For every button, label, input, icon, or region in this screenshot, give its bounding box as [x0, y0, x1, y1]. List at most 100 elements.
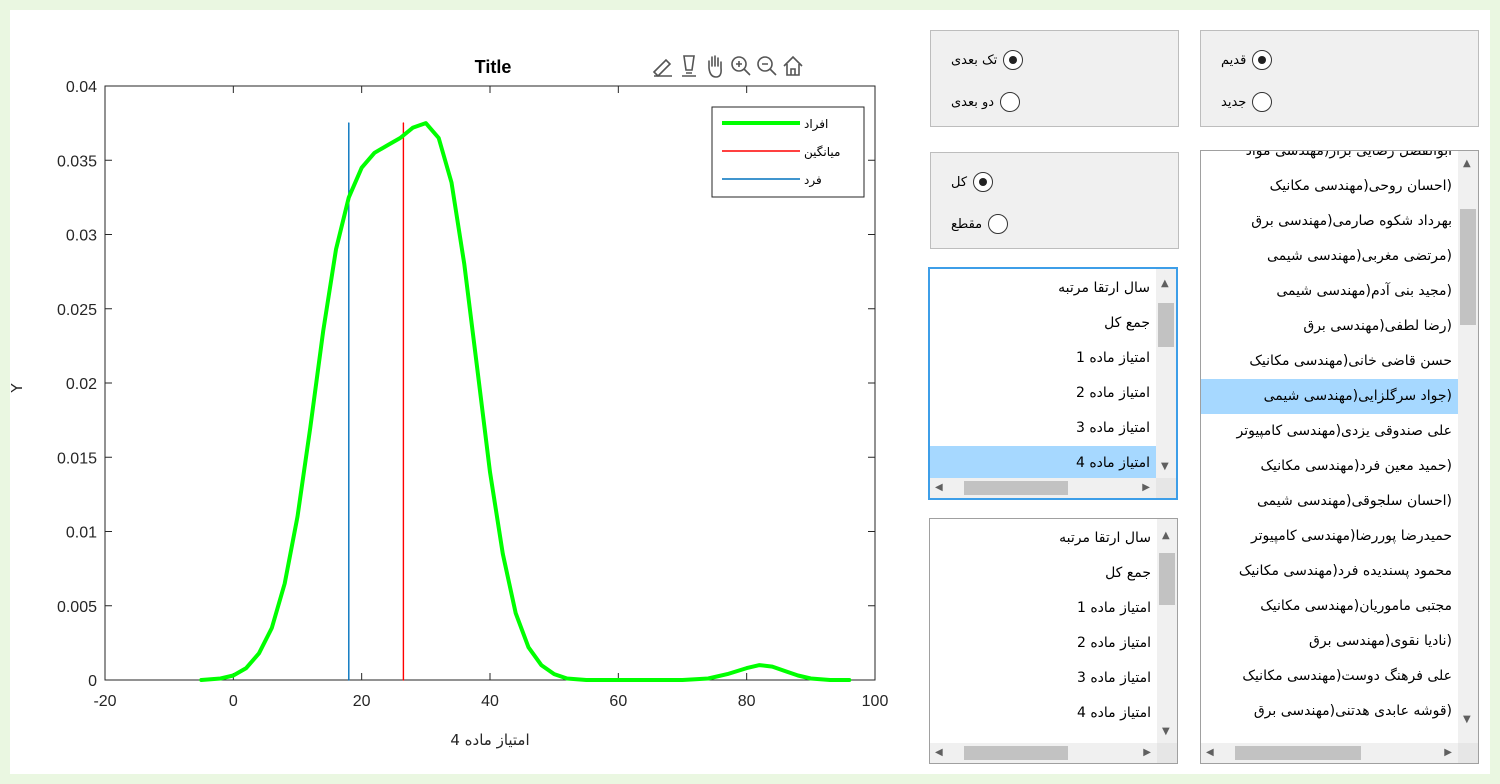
x-tick-label: 20 — [353, 693, 371, 710]
scroll-left-icon[interactable]: ◀ — [1206, 747, 1214, 758]
list-item[interactable]: امتیاز ماده 2 — [1075, 385, 1150, 401]
horizontal-scrollbar[interactable]: ◀ ▶ — [1201, 743, 1458, 763]
zoom-in-icon[interactable] — [728, 52, 754, 80]
scroll-thumb[interactable] — [964, 481, 1068, 495]
scroll-down-icon[interactable]: ▼ — [1162, 726, 1170, 737]
home-icon[interactable] — [780, 52, 806, 80]
radio-label: کل — [951, 174, 968, 190]
list-item[interactable]: (رضا لطفی(مهندسی برق — [1303, 318, 1452, 334]
list-item[interactable]: امتیاز ماده 1 — [1075, 350, 1150, 366]
radio-label: مقطع — [951, 216, 983, 232]
radio-two-dimensional[interactable]: دو بعدی — [951, 89, 1021, 115]
list-item[interactable]: امتیاز ماده 2 — [1076, 635, 1151, 651]
list-item[interactable]: جمع کل — [1104, 315, 1150, 331]
radio-total[interactable]: کل — [951, 169, 994, 195]
scroll-up-icon[interactable]: ▲ — [1161, 278, 1169, 289]
list-item[interactable]: سال ارتقا مرتبه — [1058, 280, 1150, 296]
x-tick-label: -20 — [93, 693, 116, 710]
era-panel: قدیم جدید — [1200, 30, 1479, 127]
plot-title: Title — [475, 57, 512, 77]
scroll-left-icon[interactable]: ◀ — [935, 747, 943, 758]
list-item[interactable]: (جواد سرگلزایی(مهندسی شیمی — [1201, 379, 1458, 414]
list-item[interactable]: علی صندوقی یزدی(مهندسی کامپیوتر — [1236, 423, 1452, 439]
scroll-up-icon[interactable]: ▲ — [1162, 530, 1170, 541]
radio-one-dimensional[interactable]: تک بعدی — [951, 47, 1024, 73]
list-item[interactable]: حمیدرضا پوررضا(مهندسی کامپیوتر — [1250, 528, 1452, 544]
scroll-thumb[interactable] — [964, 746, 1068, 760]
scroll-right-icon[interactable]: ▶ — [1142, 482, 1150, 493]
metrics-listbox-2[interactable]: سال ارتقا مرتبه جمع کل امتیاز ماده 1 امتیاز… — [929, 518, 1178, 764]
list-item[interactable]: علی فرهنگ دوست(مهندسی مکانیک — [1242, 668, 1452, 684]
horizontal-scrollbar[interactable]: ◀ ▶ — [930, 478, 1156, 498]
list-item[interactable]: (احسان روحی(مهندسی مکانیک — [1269, 178, 1452, 194]
list-item[interactable]: امتیاز ماده 4 — [930, 446, 1156, 478]
radio-old[interactable]: قدیم — [1221, 47, 1273, 73]
radio-new[interactable]: جدید — [1221, 89, 1273, 115]
brush-icon[interactable] — [650, 52, 676, 80]
radio-button[interactable] — [1252, 50, 1273, 70]
radio-label: دو بعدی — [951, 94, 995, 110]
pan-icon[interactable] — [702, 52, 728, 80]
radio-label: تک بعدی — [951, 52, 998, 68]
vertical-scrollbar[interactable]: ▲ ▼ — [1156, 269, 1176, 478]
scroll-up-icon[interactable]: ▲ — [1463, 158, 1471, 169]
list-item[interactable]: (مرتضی مغربی(مهندسی شیمی — [1267, 248, 1452, 264]
list-item[interactable]: (مجید بنی آدم(مهندسی شیمی — [1276, 283, 1452, 299]
metrics-listbox-1[interactable]: سال ارتقا مرتبه جمع کل امتیاز ماده 1 امتیاز… — [928, 267, 1178, 500]
data-cursor-icon[interactable] — [676, 52, 702, 80]
listbox-items: سال ارتقا مرتبه جمع کل امتیاز ماده 1 امتیاز… — [930, 271, 1156, 478]
scroll-left-icon[interactable]: ◀ — [935, 482, 943, 493]
y-tick-label: 0.02 — [66, 376, 97, 393]
scroll-right-icon[interactable]: ▶ — [1143, 747, 1151, 758]
list-item[interactable]: امتیاز ماده 4 — [1076, 705, 1151, 721]
y-tick-label: 0.025 — [57, 302, 97, 319]
scroll-down-icon[interactable]: ▼ — [1161, 461, 1169, 472]
x-tick-label: 40 — [481, 693, 499, 710]
dimension-panel: تک بعدی دو بعدی — [930, 30, 1179, 127]
scroll-down-icon[interactable]: ▼ — [1463, 714, 1471, 725]
axis-ticks: -20 0 20 40 60 80 100 0 0.005 0.01 0.015 0.02 0.025 0… — [57, 79, 888, 710]
list-item[interactable]: (نادیا نقوی(مهندسی برق — [1309, 633, 1452, 649]
legend-box — [711, 106, 865, 198]
list-item[interactable]: بهرداد شکوه صارمی(مهندسی برق — [1251, 213, 1452, 229]
horizontal-scrollbar[interactable]: ◀ ▶ — [930, 743, 1157, 763]
x-tick-label: 100 — [862, 693, 889, 710]
y-tick-label: 0.005 — [57, 599, 97, 616]
radio-button[interactable] — [973, 172, 994, 192]
list-item[interactable]: سال ارتقا مرتبه — [1059, 530, 1151, 546]
radio-button[interactable] — [1252, 92, 1273, 112]
list-item[interactable]: (قوشه عابدی هدتنی(مهندسی برق — [1253, 703, 1452, 719]
list-item[interactable]: امتیاز ماده 3 — [1075, 420, 1150, 436]
scroll-thumb[interactable] — [1460, 209, 1476, 325]
x-axis-label: امتیاز ماده 4 — [450, 731, 529, 749]
scroll-corner — [1156, 478, 1176, 498]
scroll-right-icon[interactable]: ▶ — [1444, 747, 1452, 758]
list-item[interactable]: محمود پسندیده فرد(مهندسی مکانیک — [1238, 563, 1452, 579]
list-item[interactable]: ابوالفضل رضایی بزاز(مهندسی مواد — [1245, 150, 1452, 159]
radio-button[interactable] — [1000, 92, 1021, 112]
scroll-thumb[interactable] — [1235, 746, 1361, 760]
radio-button[interactable] — [988, 214, 1009, 234]
radio-button[interactable] — [1003, 50, 1024, 70]
list-item[interactable]: (حمید معین فرد(مهندسی مکانیک — [1260, 458, 1452, 474]
people-listbox[interactable]: ابوالفضل رضایی بزاز(مهندسی مواد (احسان رو… — [1200, 150, 1479, 764]
list-item[interactable]: مجتبی ماموریان(مهندسی مکانیک — [1260, 598, 1452, 614]
legend-label: افراد — [804, 117, 828, 132]
list-item[interactable]: (احسان سلجوقی(مهندسی شیمی — [1256, 493, 1452, 509]
list-item[interactable]: حسن قاضی خانی(مهندسی مکانیک — [1249, 353, 1452, 369]
y-tick-label: 0.01 — [66, 525, 97, 542]
list-item[interactable]: امتیاز ماده 3 — [1076, 670, 1151, 686]
vertical-scrollbar[interactable]: ▲ ▼ — [1157, 519, 1177, 743]
plot-legend[interactable]: افراد میانگین فرد — [711, 106, 865, 198]
zoom-out-icon[interactable] — [754, 52, 780, 80]
y-tick-label: 0.04 — [66, 79, 97, 96]
list-item[interactable]: امتیاز ماده 1 — [1076, 600, 1151, 616]
radio-segment[interactable]: مقطع — [951, 211, 1009, 237]
list-item[interactable]: جمع کل — [1105, 565, 1151, 581]
series-line-0 — [199, 121, 852, 682]
scroll-corner — [1458, 743, 1478, 763]
scroll-thumb[interactable] — [1158, 303, 1174, 347]
scroll-thumb[interactable] — [1159, 553, 1175, 605]
plot-axes[interactable]: -20 0 20 40 60 80 100 0 0.005 0.01 0.015 0.02 0.025 0… — [0, 0, 910, 784]
vertical-scrollbar[interactable]: ▲ ▼ — [1458, 151, 1478, 743]
